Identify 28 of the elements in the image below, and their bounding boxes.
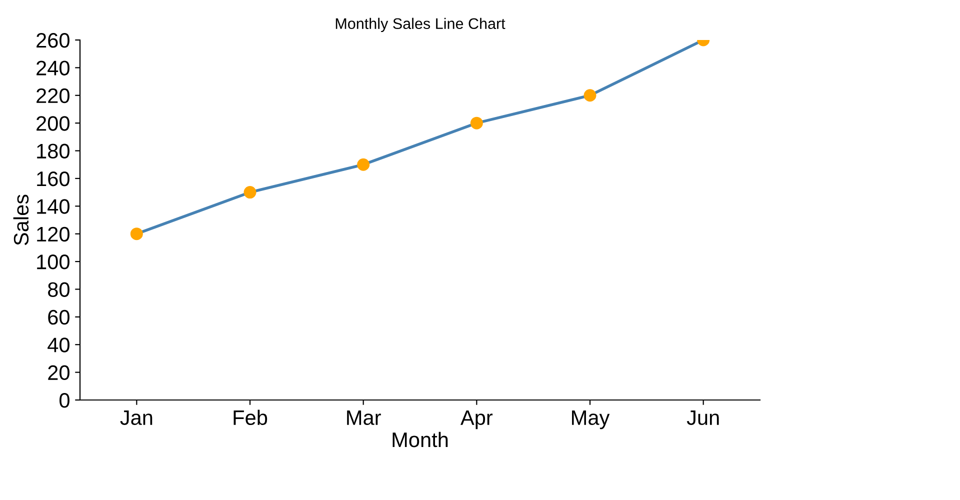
x-tick-label: Jan [120,410,152,426]
y-tick-label: 180 [37,144,70,159]
point [357,158,370,171]
point [244,186,256,199]
y-tick-label: 80 [48,282,70,297]
chart-title: Monthly Sales Line Chart [336,18,506,32]
y-tick-label: 120 [37,226,70,242]
x-tick-label: Jun [686,410,719,426]
y-tick-label: 40 [48,338,70,352]
y-axis-title: Sales [13,194,29,246]
y-tick-label: 240 [36,60,70,76]
point [130,228,143,240]
y-tick-label: 140 [37,199,70,214]
y-tick-label: 260 [36,33,70,48]
x-tick-label: Apr [460,410,493,430]
y-tick-label: 60 [48,310,70,325]
y-tick-label: 0 [60,393,70,408]
x-axis-title: Month [392,432,448,448]
y-tick-label: 20 [48,365,70,380]
y-tick-label: 100 [37,254,70,270]
y-tick-label: 220 [36,88,70,104]
point [584,89,596,102]
point [470,116,483,130]
x-tick-label: May [572,410,610,430]
y-tick-label: 160 [37,171,70,186]
x-tick-label: Feb [234,410,268,426]
y-tick-label: 200 [36,116,70,131]
x-tick-label: Mar [347,410,381,426]
